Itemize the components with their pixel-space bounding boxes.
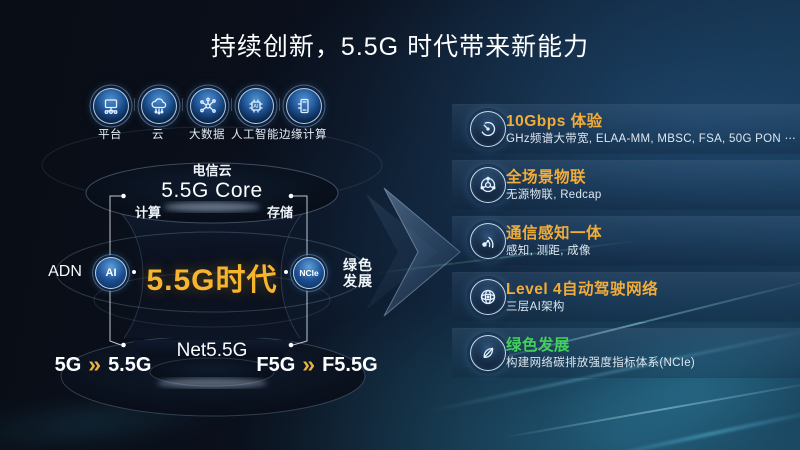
ncie-badge-label: NCIe xyxy=(299,268,319,278)
gauge-icon xyxy=(470,111,506,147)
light-streak xyxy=(502,379,800,439)
light-streak xyxy=(587,406,800,450)
icon-label-cloud: 云 xyxy=(152,129,164,141)
divider xyxy=(231,98,232,111)
sensing-icon xyxy=(470,223,506,259)
evolution-left: 5G » 5.5G xyxy=(48,350,158,377)
page-title: 持续创新，5.5G 时代带来新能力 xyxy=(210,33,590,61)
green-dev-line2: 发展 xyxy=(343,273,373,289)
ncie-badge: NCIe xyxy=(293,257,325,289)
cloud-icon xyxy=(141,88,177,124)
network-brain-icon xyxy=(470,279,506,315)
net-label: Net5.5G xyxy=(176,340,248,361)
bigdata-icon xyxy=(190,88,226,124)
icon-label-bigdata: 大数据 xyxy=(189,129,225,141)
capability-row xyxy=(452,160,800,210)
capability-row xyxy=(452,272,800,322)
double-chevron-icon: » xyxy=(88,350,102,377)
icon-label-platform: 平台 xyxy=(98,129,122,141)
capability-desc: 感知, 测距, 成像 xyxy=(506,245,591,257)
transform-arrow-icon xyxy=(366,187,461,317)
divider xyxy=(182,98,183,111)
compute-label: 计算 xyxy=(134,205,161,220)
ai-badge-label: AI xyxy=(105,267,117,279)
capability-row xyxy=(452,104,800,154)
capability-title: 全场景物联 xyxy=(506,169,587,186)
divider xyxy=(279,98,280,111)
storage-label: 存储 xyxy=(266,205,293,220)
divider xyxy=(134,98,135,111)
funnel-shapes xyxy=(41,126,383,417)
capability-title: Level 4自动驾驶网络 xyxy=(506,281,659,298)
edge-computing-icon xyxy=(286,88,322,124)
capability-row xyxy=(452,328,800,378)
funnel-diagram: AI 平台 云 大数据 人工智能 边缘计算 电信云 5.5G Core 计算 存… xyxy=(41,88,386,417)
leaf-icon xyxy=(470,335,506,371)
adn-label: ADN xyxy=(48,263,82,280)
capability-title: 通信感知一体 xyxy=(506,225,603,242)
icon-label-ai: 人工智能 xyxy=(231,129,279,141)
telecom-cloud-label: 电信云 xyxy=(192,163,232,178)
capability-title: 10Gbps 体验 xyxy=(506,113,603,130)
evolution-to: F5.5G xyxy=(322,354,378,376)
ai-chip-icon: AI xyxy=(238,88,274,124)
ai-badge: AI xyxy=(95,257,127,289)
green-development-label: 绿色 发展 xyxy=(330,257,386,289)
evolution-to: 5.5G xyxy=(108,354,152,376)
evolution-right: F5G » F5.5G xyxy=(252,350,382,377)
core-label: 5.5G Core xyxy=(161,179,263,202)
capability-row xyxy=(452,216,800,266)
capability-desc: 构建网络碳排放强度指标体系(NCIe) xyxy=(506,357,696,369)
capability-desc: GHz频谱大带宽, ELAA-MM, MBSC, FSA, 50G PON ⋯ xyxy=(506,133,797,145)
capability-desc: 三层AI架构 xyxy=(506,301,565,313)
platform-icon xyxy=(93,88,129,124)
iot-globe-icon xyxy=(470,167,506,203)
capability-title: 绿色发展 xyxy=(506,337,571,354)
double-chevron-icon: » xyxy=(302,350,316,377)
evolution-from: 5G xyxy=(54,354,82,376)
era-label: 5.5G时代 xyxy=(146,264,278,297)
svg-text:AI: AI xyxy=(253,104,259,110)
green-dev-line1: 绿色 xyxy=(343,257,373,273)
evolution-from: F5G xyxy=(256,354,296,376)
capability-desc: 无源物联, Redcap xyxy=(506,189,602,201)
icon-label-edge: 边缘计算 xyxy=(279,129,327,141)
